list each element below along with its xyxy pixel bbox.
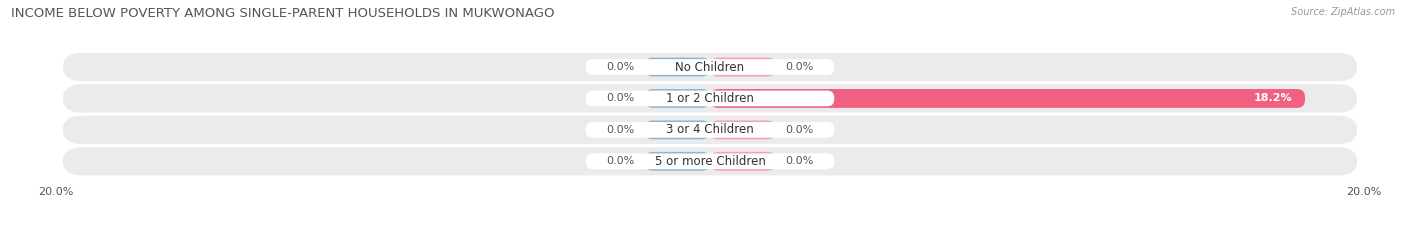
FancyBboxPatch shape [710, 120, 776, 139]
Text: 0.0%: 0.0% [785, 62, 814, 72]
Text: 5 or more Children: 5 or more Children [655, 155, 765, 168]
Text: 0.0%: 0.0% [606, 93, 636, 103]
FancyBboxPatch shape [60, 83, 1360, 113]
FancyBboxPatch shape [586, 122, 834, 138]
Text: 1 or 2 Children: 1 or 2 Children [666, 92, 754, 105]
FancyBboxPatch shape [586, 154, 834, 169]
FancyBboxPatch shape [644, 120, 710, 139]
FancyBboxPatch shape [710, 152, 776, 171]
Text: 0.0%: 0.0% [606, 156, 636, 166]
Text: 18.2%: 18.2% [1253, 93, 1292, 103]
Text: 0.0%: 0.0% [785, 156, 814, 166]
Text: 0.0%: 0.0% [785, 125, 814, 135]
FancyBboxPatch shape [586, 59, 834, 75]
Text: No Children: No Children [675, 61, 745, 74]
FancyBboxPatch shape [60, 146, 1360, 176]
FancyBboxPatch shape [60, 52, 1360, 82]
FancyBboxPatch shape [644, 152, 710, 171]
FancyBboxPatch shape [644, 89, 710, 108]
Text: 3 or 4 Children: 3 or 4 Children [666, 123, 754, 136]
FancyBboxPatch shape [710, 89, 1305, 108]
Text: 0.0%: 0.0% [606, 125, 636, 135]
FancyBboxPatch shape [710, 58, 776, 76]
Text: INCOME BELOW POVERTY AMONG SINGLE-PARENT HOUSEHOLDS IN MUKWONAGO: INCOME BELOW POVERTY AMONG SINGLE-PARENT… [11, 7, 555, 20]
FancyBboxPatch shape [60, 115, 1360, 145]
FancyBboxPatch shape [644, 58, 710, 76]
Text: Source: ZipAtlas.com: Source: ZipAtlas.com [1291, 7, 1395, 17]
FancyBboxPatch shape [586, 91, 834, 106]
Text: 0.0%: 0.0% [606, 62, 636, 72]
